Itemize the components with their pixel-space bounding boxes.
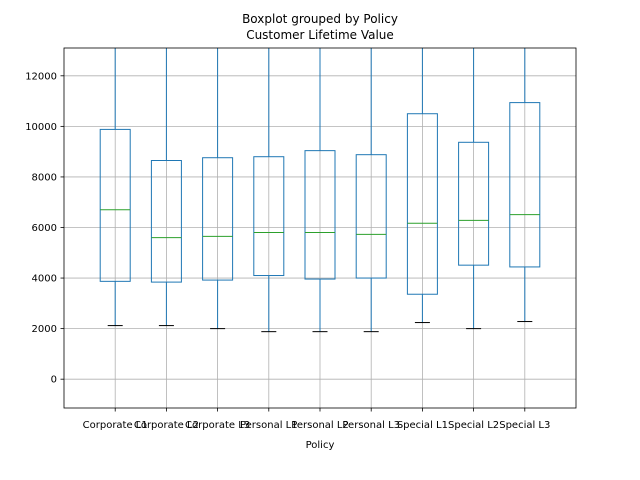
x-tick-label: Personal L2 bbox=[291, 420, 349, 431]
y-tick-label: 10000 bbox=[25, 122, 57, 133]
box-iqr bbox=[509, 102, 541, 268]
x-tick-label: Special L1 bbox=[397, 420, 448, 431]
box-iqr bbox=[355, 154, 387, 279]
x-tick-label: Corporate L2 bbox=[134, 420, 199, 431]
box-layer bbox=[99, 48, 541, 333]
x-axis-label: Policy bbox=[306, 440, 335, 451]
chart-title: Customer Lifetime Value bbox=[246, 28, 394, 42]
x-tick-label: Corporate L1 bbox=[83, 420, 148, 431]
chart-suptitle: Boxplot grouped by Policy bbox=[242, 12, 398, 26]
y-tick-label: 2000 bbox=[32, 324, 57, 335]
box-iqr bbox=[304, 150, 336, 280]
y-tick-label: 12000 bbox=[25, 71, 57, 82]
box-iqr bbox=[150, 160, 182, 283]
y-tick-label: 6000 bbox=[32, 223, 57, 234]
box-iqr bbox=[458, 141, 490, 266]
y-tick-label: 4000 bbox=[32, 274, 57, 285]
x-tick-label: Personal L1 bbox=[240, 420, 298, 431]
box-iqr bbox=[406, 113, 438, 295]
x-tick-label: Special L2 bbox=[448, 420, 499, 431]
box-iqr bbox=[202, 157, 234, 281]
x-tick-label: Special L3 bbox=[499, 420, 550, 431]
box-iqr bbox=[99, 128, 131, 282]
x-tick-label: Personal L3 bbox=[342, 420, 400, 431]
y-tick-label: 0 bbox=[51, 375, 57, 386]
x-tick-label: Corporate L3 bbox=[185, 420, 250, 431]
box-iqr bbox=[253, 156, 285, 277]
y-tick-label: 8000 bbox=[32, 172, 57, 183]
